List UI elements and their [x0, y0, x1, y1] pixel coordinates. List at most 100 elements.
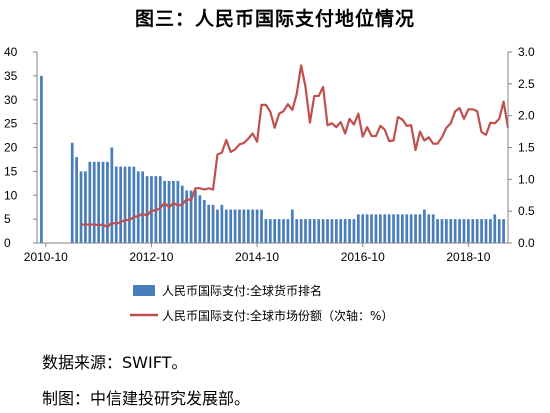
bar	[207, 204, 211, 243]
y-left-tick-label: 10	[4, 188, 18, 202]
y-left-tick-label: 30	[4, 93, 18, 107]
bar	[405, 214, 409, 243]
bar	[202, 200, 206, 243]
bar	[339, 219, 343, 244]
bar	[180, 185, 184, 243]
bar	[70, 142, 74, 243]
bar	[497, 219, 501, 244]
bar	[392, 214, 395, 243]
bar	[489, 219, 492, 244]
bar	[462, 219, 466, 244]
x-tick-label: 2016-10	[341, 250, 385, 264]
bar	[356, 214, 360, 243]
x-tick-label: 2018-10	[446, 250, 490, 264]
bar	[286, 219, 290, 244]
bar	[224, 209, 228, 243]
bar	[172, 180, 175, 243]
bar	[475, 219, 479, 244]
bar	[242, 209, 246, 243]
bar	[418, 214, 422, 243]
y-right-tick-label: 2.0	[518, 109, 535, 123]
bar	[141, 171, 145, 244]
bar	[84, 171, 87, 244]
bar	[343, 219, 347, 244]
bar	[400, 214, 404, 243]
bar	[198, 195, 202, 243]
bar	[348, 219, 351, 244]
bar	[238, 209, 241, 243]
bar	[128, 166, 131, 243]
bar	[229, 209, 233, 243]
bar	[370, 214, 373, 243]
bar	[194, 190, 197, 243]
y-left-tick-label: 40	[4, 45, 18, 59]
bar	[484, 219, 488, 244]
y-right-tick-label: 2.5	[518, 77, 535, 91]
bar	[467, 219, 470, 244]
x-tick-label: 2014-10	[235, 250, 279, 264]
chart-title: 图三：人民币国际支付地位情况	[134, 8, 415, 30]
bar	[40, 75, 43, 244]
bar	[387, 214, 391, 243]
y-right-tick-label: 0.0	[518, 236, 535, 250]
bar	[326, 219, 329, 244]
bar	[449, 219, 453, 244]
bar	[445, 219, 448, 244]
y-left-tick-label: 35	[4, 69, 18, 83]
x-tick-label: 2010-10	[24, 250, 68, 264]
bar	[97, 161, 100, 243]
bar	[114, 166, 118, 243]
legend-label-line: 人民币国际支付:全球市场份额（次轴：%）	[162, 308, 393, 323]
bar	[246, 209, 250, 243]
bar	[440, 219, 444, 244]
bar	[264, 219, 268, 244]
maker-note: 制图：中信建投研究发展部。	[42, 389, 251, 408]
bar	[92, 161, 96, 243]
bar	[255, 209, 259, 243]
y-left-tick-label: 5	[4, 212, 11, 226]
bar	[299, 219, 303, 244]
y-right-tick-label: 3.0	[518, 45, 535, 59]
line-series	[81, 64, 510, 229]
bar	[471, 219, 475, 244]
bar	[502, 219, 505, 244]
y-right-tick-label: 1.5	[518, 141, 535, 155]
y-right-tick-label: 0.5	[518, 204, 535, 218]
bar	[361, 214, 365, 243]
bar	[383, 214, 387, 243]
source-note: 数据来源：SWIFT。	[42, 353, 188, 372]
bar	[427, 214, 431, 243]
bar	[251, 209, 255, 243]
bar	[458, 219, 461, 244]
bar	[396, 214, 400, 243]
chart-canvas: 0 5 10 15 20 25 30 35 40 0.0 0.5 1.0 1.5 2.0 2.5 3.0 201…	[4, 45, 535, 323]
bar	[233, 209, 237, 243]
bar	[163, 180, 167, 243]
bar	[273, 219, 277, 244]
legend-label-bar: 人民币国际支付:全球货币排名	[162, 283, 322, 298]
axes-layer: 0 5 10 15 20 25 30 35 40 0.0 0.5 1.0 1.5 2.0 2.5 3.0 201…	[4, 45, 535, 264]
bar	[312, 219, 316, 244]
bar	[414, 214, 417, 243]
bar	[282, 219, 285, 244]
bar	[352, 219, 356, 244]
bar	[423, 209, 426, 243]
bar	[106, 161, 109, 243]
bar	[268, 219, 272, 244]
bar	[158, 176, 162, 243]
bar	[189, 190, 193, 243]
bar	[409, 214, 413, 243]
y-left-tick-label: 20	[4, 141, 18, 155]
bar	[365, 214, 369, 243]
bar	[493, 214, 497, 243]
bar-series-layer	[40, 75, 505, 244]
bar	[132, 166, 136, 243]
bar	[167, 180, 171, 243]
bar	[145, 176, 149, 243]
bar	[374, 214, 378, 243]
bar	[75, 157, 78, 243]
bar	[101, 161, 105, 243]
bar	[220, 204, 224, 243]
bar	[330, 219, 334, 244]
legend: 人民币国际支付:全球货币排名 人民币国际支付:全球市场份额（次轴：%）	[130, 283, 393, 323]
